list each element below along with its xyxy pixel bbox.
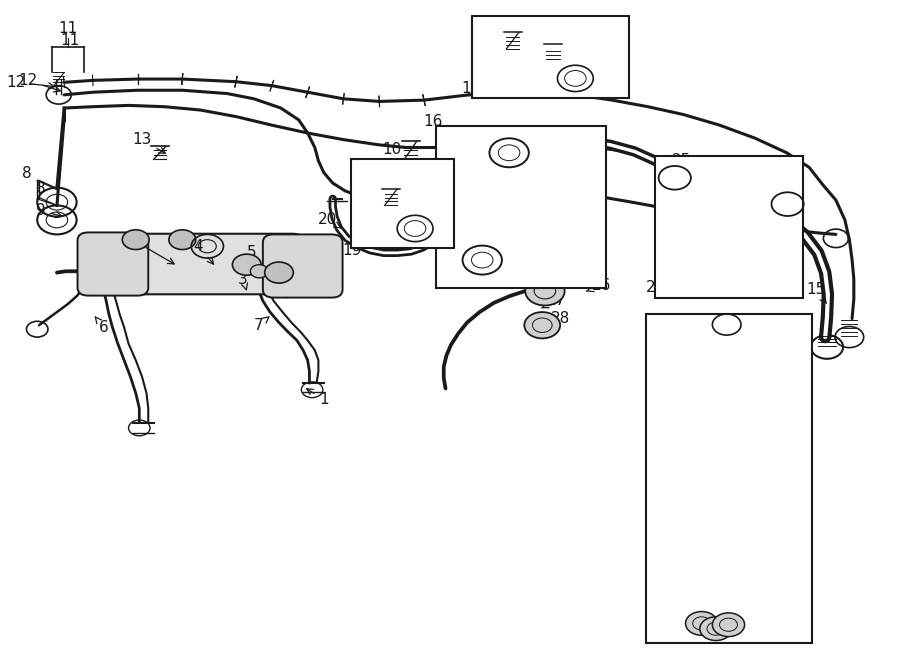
Bar xyxy=(646,314,812,643)
Text: 13: 13 xyxy=(132,132,166,153)
Text: 12: 12 xyxy=(19,73,60,92)
Text: 9: 9 xyxy=(36,203,62,218)
Text: 2: 2 xyxy=(130,234,175,264)
Circle shape xyxy=(526,276,564,305)
Circle shape xyxy=(700,617,732,641)
Text: 16: 16 xyxy=(423,114,444,132)
Bar xyxy=(436,126,606,288)
Circle shape xyxy=(265,262,293,283)
Text: 23: 23 xyxy=(742,507,767,525)
Circle shape xyxy=(122,230,149,250)
Text: 5: 5 xyxy=(248,245,258,266)
Bar xyxy=(655,156,803,297)
Text: 4: 4 xyxy=(194,239,213,264)
Text: 8: 8 xyxy=(22,167,32,181)
Text: 17: 17 xyxy=(522,173,548,188)
Text: 28: 28 xyxy=(545,311,570,326)
Text: 8: 8 xyxy=(36,182,46,196)
Text: 25: 25 xyxy=(672,153,691,168)
FancyBboxPatch shape xyxy=(263,235,343,297)
Circle shape xyxy=(686,611,717,635)
Text: 11: 11 xyxy=(58,20,77,36)
Text: 27: 27 xyxy=(542,293,566,309)
Text: 10: 10 xyxy=(382,142,405,166)
Text: 18: 18 xyxy=(500,192,534,208)
Text: 12: 12 xyxy=(6,75,55,90)
Circle shape xyxy=(232,254,261,275)
Text: 6: 6 xyxy=(95,317,108,334)
Text: 11: 11 xyxy=(60,34,80,48)
FancyBboxPatch shape xyxy=(104,234,306,294)
Text: 24: 24 xyxy=(645,280,665,295)
Text: 22: 22 xyxy=(658,488,683,506)
Text: 7: 7 xyxy=(254,317,269,332)
Text: 26: 26 xyxy=(586,278,611,293)
Text: 19: 19 xyxy=(343,228,398,258)
Text: 19: 19 xyxy=(461,73,501,96)
Circle shape xyxy=(169,230,195,250)
Text: 21: 21 xyxy=(742,324,772,341)
FancyBboxPatch shape xyxy=(77,233,148,295)
Circle shape xyxy=(250,264,268,278)
Text: 20: 20 xyxy=(318,212,340,228)
Bar xyxy=(472,16,629,98)
Text: 15: 15 xyxy=(806,282,826,303)
Circle shape xyxy=(525,312,560,338)
Circle shape xyxy=(713,613,744,637)
Text: 14: 14 xyxy=(765,366,790,381)
Bar xyxy=(351,159,454,249)
Text: 3: 3 xyxy=(238,272,248,290)
Text: 1: 1 xyxy=(307,389,328,407)
